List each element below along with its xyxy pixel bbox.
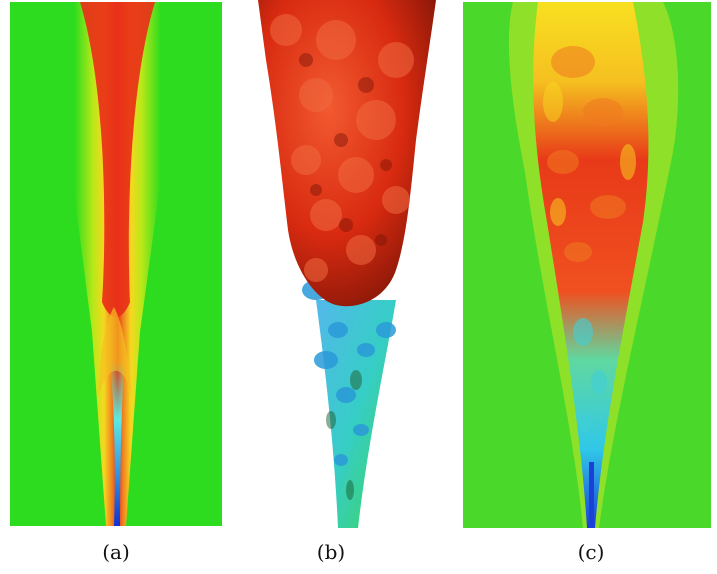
panel-c-instantaneous-field bbox=[463, 2, 711, 528]
panel-c-plot bbox=[463, 2, 711, 528]
panel-b-isosurface bbox=[246, 0, 452, 528]
caption-a: (a) bbox=[102, 540, 130, 564]
panel-a-plot bbox=[10, 2, 222, 526]
panel-a-lobes bbox=[98, 307, 132, 397]
panel-a-jet-core bbox=[110, 362, 124, 526]
panel-c-eddies bbox=[547, 46, 626, 262]
caption-c: (c) bbox=[577, 540, 605, 564]
panel-b-plot bbox=[246, 0, 452, 528]
panel-c-plume bbox=[533, 2, 649, 528]
caption-b: (b) bbox=[316, 540, 346, 564]
panel-a-core bbox=[80, 2, 155, 317]
panel-c-jet-nozzle bbox=[589, 462, 594, 528]
panel-b-surface-bumps bbox=[270, 14, 414, 282]
panel-a-averaged-field bbox=[10, 2, 222, 526]
